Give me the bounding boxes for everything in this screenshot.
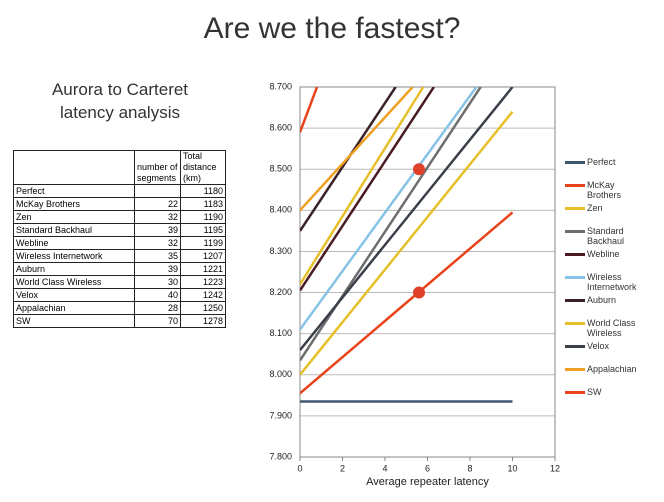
legend-swatch <box>565 230 585 233</box>
table-row: Velox 40 1242 <box>13 288 226 302</box>
plot-lines <box>300 87 514 403</box>
legend-swatch <box>565 299 585 302</box>
legend-swatch <box>565 161 585 164</box>
legend-label: Standard Backhaul <box>587 226 625 246</box>
slide-title: Are we the fastest? <box>203 12 461 45</box>
legend-swatch <box>565 345 585 348</box>
y-tick-label: 7.800 <box>269 451 292 461</box>
legend-item: Appalachian <box>565 364 660 387</box>
legend-item: Zen <box>565 203 660 226</box>
series-line <box>300 87 478 331</box>
legend-swatch <box>565 207 585 210</box>
header-cell <box>13 150 135 185</box>
x-tick-label: 8 <box>467 463 472 473</box>
x-tick-label: 10 <box>507 463 517 473</box>
x-tick-label: 12 <box>550 463 560 473</box>
legend-label: Appalachian <box>587 364 637 374</box>
y-tick-label: 8.400 <box>269 205 292 215</box>
series-line <box>300 87 514 351</box>
legend-item: Velox <box>565 341 660 364</box>
y-tick-label: 8.200 <box>269 287 292 297</box>
table-row: Appalachian 28 1250 <box>13 301 226 315</box>
table-row: McKay Brothers 22 1183 <box>13 197 226 211</box>
legend-label: McKay Brothers <box>587 180 622 200</box>
y-tick-label: 8.500 <box>269 164 292 174</box>
legend-label: Auburn <box>587 295 617 305</box>
highlight-point <box>413 286 425 299</box>
legend-label: Velox <box>587 341 610 351</box>
y-tick-label: 8.700 <box>269 81 292 91</box>
series-line <box>300 87 319 133</box>
legend-item: Perfect <box>565 157 660 180</box>
table-row: Auburn 39 1221 <box>13 262 226 276</box>
legend-label: Perfect <box>587 157 616 167</box>
legend: Perfect McKay Brothers Zen Standard Backhau… <box>565 157 660 410</box>
series-line <box>300 211 514 395</box>
series-line <box>300 87 414 212</box>
legend-swatch <box>565 391 585 394</box>
y-tick-label: 8.300 <box>269 246 292 256</box>
legend-label: SW <box>587 387 602 397</box>
table-row: Standard Backhaul 39 1195 <box>13 223 226 237</box>
legend-item: Auburn <box>565 295 660 318</box>
y-tick-label: 8.100 <box>269 328 292 338</box>
table-row: SW 70 1278 <box>13 314 226 328</box>
legend-swatch <box>565 322 585 325</box>
legend-label: Wireless Internetwork <box>587 272 637 292</box>
legend-swatch <box>565 184 585 187</box>
legend-swatch <box>565 368 585 371</box>
legend-label: Zen <box>587 203 603 213</box>
legend-item: Standard Backhaul <box>565 226 660 249</box>
legend-item: Webline <box>565 249 660 272</box>
highlight-point <box>413 163 425 176</box>
y-tick-label: 8.600 <box>269 122 292 132</box>
legend-item: SW <box>565 387 660 410</box>
legend-label: World Class Wireless <box>587 318 636 338</box>
legend-item: Wireless Internetwork <box>565 272 660 295</box>
y-tick-label: 8.000 <box>269 369 292 379</box>
legend-swatch <box>565 276 585 279</box>
subtitle: Aurora to Carteret latency analysis <box>51 80 189 122</box>
x-tick-label: 2 <box>340 463 345 473</box>
data-table: number of segments Total distance (km) Per… <box>13 150 226 328</box>
x-tick-label: 4 <box>382 463 387 473</box>
legend-item: McKay Brothers <box>565 180 660 203</box>
table-row: Wireless Internetwork 35 1207 <box>13 249 226 263</box>
series-line <box>300 87 425 285</box>
series-line <box>300 87 435 292</box>
legend-swatch <box>565 253 585 256</box>
series-line <box>300 110 514 376</box>
y-tick-label: 7.900 <box>269 410 292 420</box>
legend-item: World Class Wireless <box>565 318 660 341</box>
number-cell: 1278 <box>180 314 226 328</box>
x-axis-title: Average repeater latency <box>366 476 489 488</box>
x-tick-label: 6 <box>425 463 430 473</box>
x-tick-label: 0 <box>297 463 302 473</box>
legend-label: Webline <box>587 249 620 259</box>
table-header-row: number of segments Total distance (km) <box>13 150 226 185</box>
